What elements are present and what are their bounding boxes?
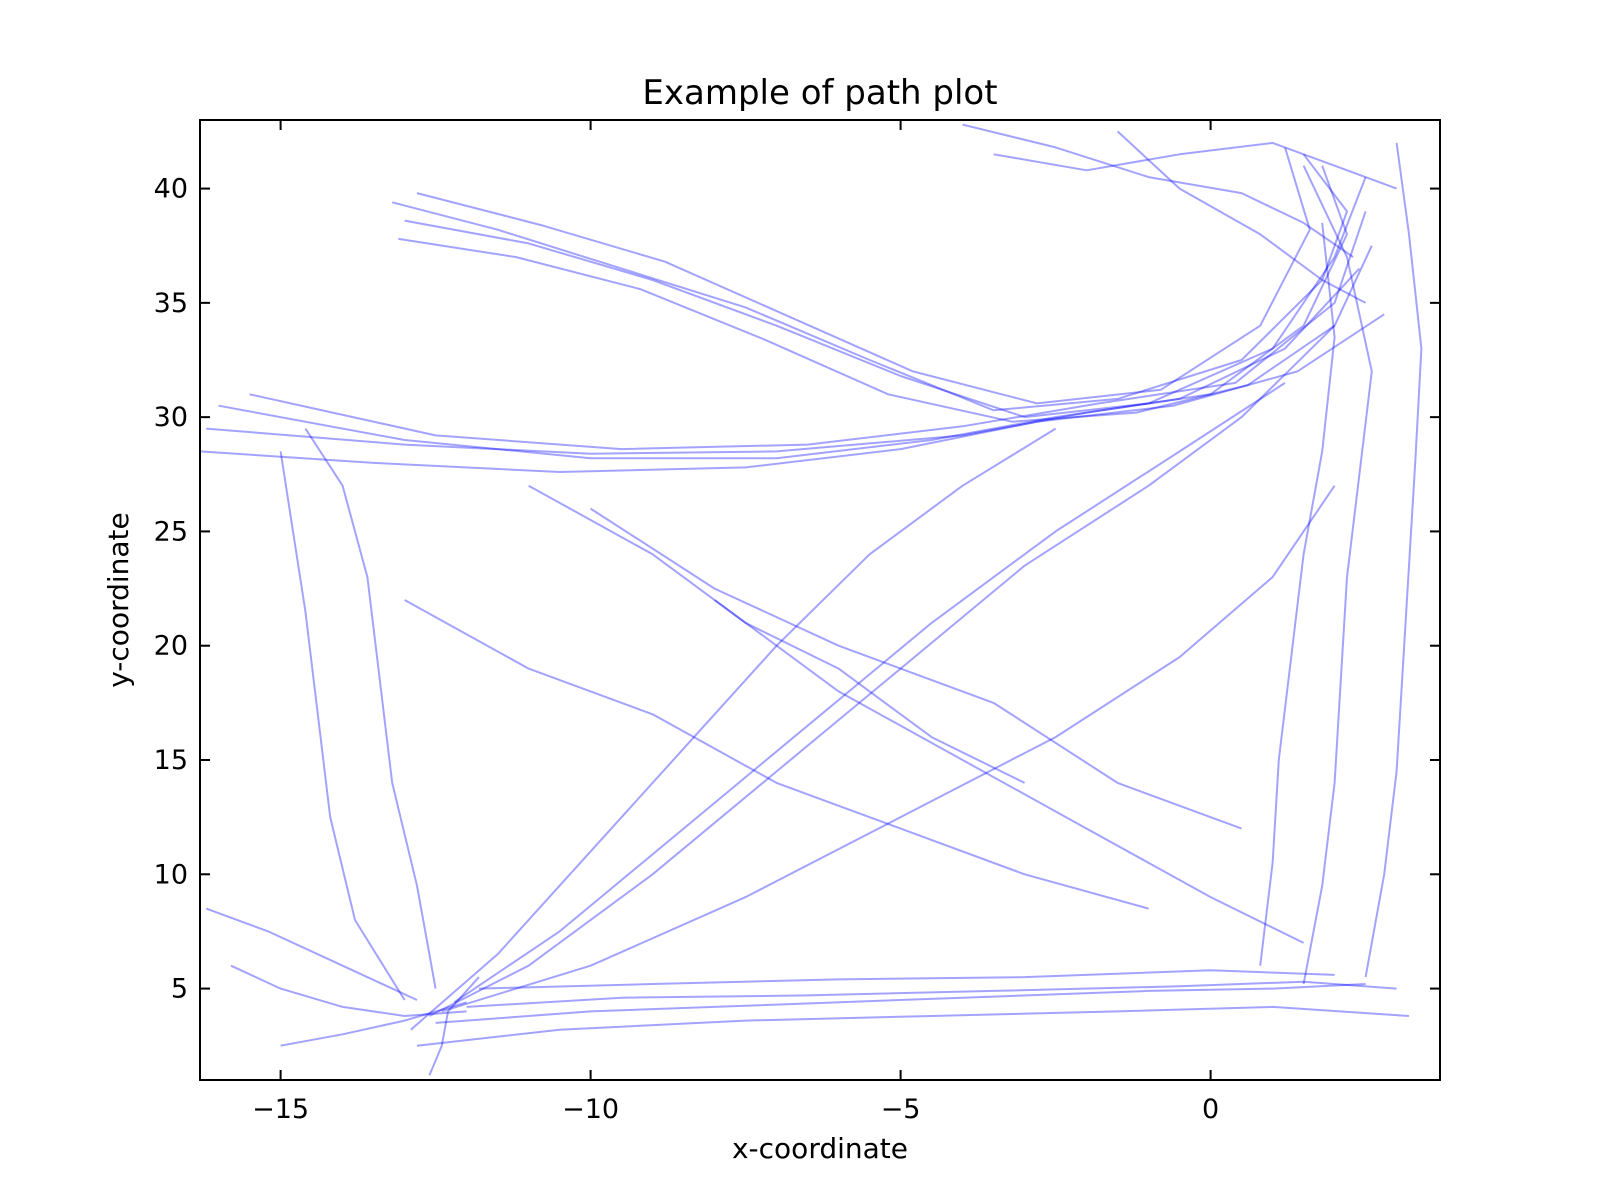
x-tick-label: −5 (881, 1094, 921, 1125)
path-series-9 (435, 983, 1366, 1024)
tick-layer: −15 −10 −5 0 5 10 15 20 25 30 35 40 (154, 120, 1440, 1125)
x-tick-label: −10 (562, 1094, 619, 1125)
path-series-3 (416, 147, 1311, 405)
path-series-8 (200, 313, 1385, 473)
path-series-13 (428, 324, 1336, 1017)
y-tick-label: 25 (154, 516, 188, 547)
path-series-26 (205, 907, 418, 1001)
path-series-12 (478, 969, 1335, 990)
path-series-4 (398, 237, 1373, 423)
plot-area-frame (199, 119, 1441, 1081)
y-tick-label: 20 (154, 631, 188, 662)
path-series-7 (249, 211, 1367, 451)
path-series-32 (528, 484, 1026, 784)
path-series-28 (428, 976, 480, 1076)
chart-title: Example of path plot (642, 73, 997, 113)
x-tick-label: 0 (1202, 1094, 1219, 1125)
y-tick-label: 10 (154, 859, 188, 890)
path-series-20 (1259, 222, 1336, 966)
path-series-2 (404, 176, 1367, 419)
path-series-16 (441, 485, 1336, 1013)
y-tick-label: 40 (154, 174, 188, 205)
series-layer (200, 123, 1423, 1076)
path-series-22 (962, 123, 1354, 258)
path-series-21 (1364, 142, 1423, 978)
y-axis-label: y-coordinate (102, 512, 135, 688)
path-series-14 (453, 382, 1286, 1004)
path-series-27 (280, 1001, 467, 1047)
path-series-30 (590, 507, 1242, 830)
path-series-11 (416, 1005, 1410, 1047)
x-tick-label: −15 (252, 1094, 309, 1125)
path-series-24 (1116, 130, 1367, 304)
path-series-23 (993, 141, 1397, 190)
path-series-31 (404, 599, 1149, 910)
y-tick-label: 30 (154, 402, 188, 433)
y-tick-label: 5 (171, 974, 188, 1005)
path-series-25 (230, 964, 467, 1017)
path-series-6 (218, 267, 1361, 460)
path-series-1 (391, 153, 1348, 412)
path-series-17 (279, 451, 406, 1001)
path-series-15 (410, 427, 1057, 1031)
path-series-5 (206, 165, 1348, 455)
x-axis-label: x-coordinate (732, 1132, 908, 1165)
path-series-29 (714, 599, 1305, 944)
path-series-19 (1302, 165, 1373, 985)
path-series-10 (466, 980, 1397, 1008)
y-tick-label: 15 (154, 745, 188, 776)
y-tick-label: 35 (154, 288, 188, 319)
path-series-18 (304, 428, 437, 989)
